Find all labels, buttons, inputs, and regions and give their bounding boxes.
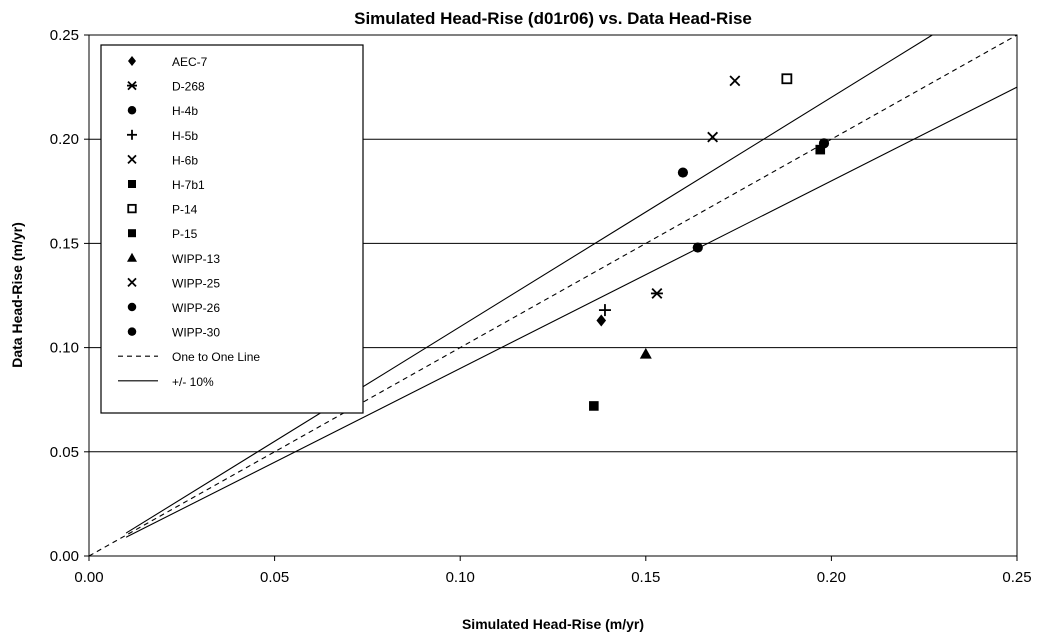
legend-marker-p-15 (128, 229, 136, 238)
legend-marker-p-14 (127, 203, 137, 214)
y-axis-title: Data Head-Rise (m/yr) (9, 222, 25, 368)
y-tick-label: 0.10 (50, 340, 79, 357)
legend-marker-wipp-13 (127, 252, 137, 262)
x-tick-label: 0.15 (631, 569, 660, 586)
data-point-p-14 (781, 73, 793, 85)
chart-title: Simulated Head-Rise (d01r06) vs. Data He… (354, 9, 752, 28)
x-axis-ticks: 0.00 0.05 0.10 0.15 0.20 0.25 (74, 556, 1032, 586)
reference-lines (88, 34, 1018, 557)
legend: AEC-7 D-268 H-4b H-5b H-6b H-7b1 P-14 P-15 WIPP-… (100, 44, 364, 414)
data-point-wipp-25 (729, 75, 741, 87)
data-point-h-6b (707, 131, 719, 143)
reference-line-0 (88, 34, 1018, 557)
reference-line-1 (125, 34, 933, 534)
data-point-d-268 (650, 287, 663, 299)
legend-label: One to One Line (172, 350, 260, 364)
x-tick-label: 0.00 (74, 569, 103, 586)
legend-marker-h-6b (127, 154, 137, 165)
y-axis-ticks: 0.00 0.05 0.10 0.15 0.20 0.25 (50, 27, 89, 565)
legend-marker-wipp-25 (127, 277, 137, 288)
data-points (589, 73, 830, 411)
data-point-h-7b1 (589, 401, 599, 411)
data-point-wipp-30 (818, 138, 830, 149)
legend-marker-h-5b (127, 129, 137, 140)
legend-label: WIPP-26 (172, 301, 220, 315)
plot-area (88, 34, 1018, 557)
legend-label: +/- 10% (172, 375, 214, 389)
y-tick-label: 0.05 (50, 444, 79, 461)
x-tick-label: 0.10 (446, 569, 475, 586)
legend-label: WIPP-25 (172, 276, 220, 290)
legend-label: H-6b (172, 153, 198, 167)
y-tick-label: 0.25 (50, 27, 79, 44)
data-point-h-5b (598, 304, 611, 317)
data-point-aec-7 (596, 314, 607, 327)
data-point-wipp-26 (692, 242, 703, 253)
data-point-wipp-13 (639, 347, 652, 359)
y-tick-label: 0.15 (50, 235, 79, 252)
legend-label: WIPP-13 (172, 252, 220, 266)
data-point-h-4b (677, 167, 689, 178)
x-tick-label: 0.25 (1002, 569, 1031, 586)
data-point-p-15 (815, 144, 826, 155)
y-tick-label: 0.20 (50, 131, 79, 148)
legend-marker-h-4b (127, 105, 137, 115)
legend-marker-d-268 (127, 80, 137, 91)
reference-line-2 (125, 86, 1018, 538)
legend-label: H-7b1 (172, 178, 205, 192)
legend-label: H-4b (172, 104, 198, 118)
legend-marker-wipp-26 (127, 302, 137, 312)
legend-box (100, 44, 364, 414)
legend-marker-h-7b1 (128, 180, 136, 188)
x-axis-title: Simulated Head-Rise (m/yr) (462, 616, 644, 632)
x-tick-label: 0.05 (260, 569, 289, 586)
legend-marker-wipp-30 (127, 327, 137, 336)
legend-label: WIPP-30 (172, 326, 220, 340)
legend-label: P-14 (172, 203, 198, 217)
legend-label: D-268 (172, 80, 205, 94)
y-tick-label: 0.00 (50, 548, 79, 565)
x-tick-label: 0.20 (817, 569, 846, 586)
legend-label: H-5b (172, 129, 198, 143)
legend-marker-aec-7 (128, 56, 136, 66)
legend-label: AEC-7 (172, 55, 208, 69)
legend-label: P-15 (172, 227, 198, 241)
